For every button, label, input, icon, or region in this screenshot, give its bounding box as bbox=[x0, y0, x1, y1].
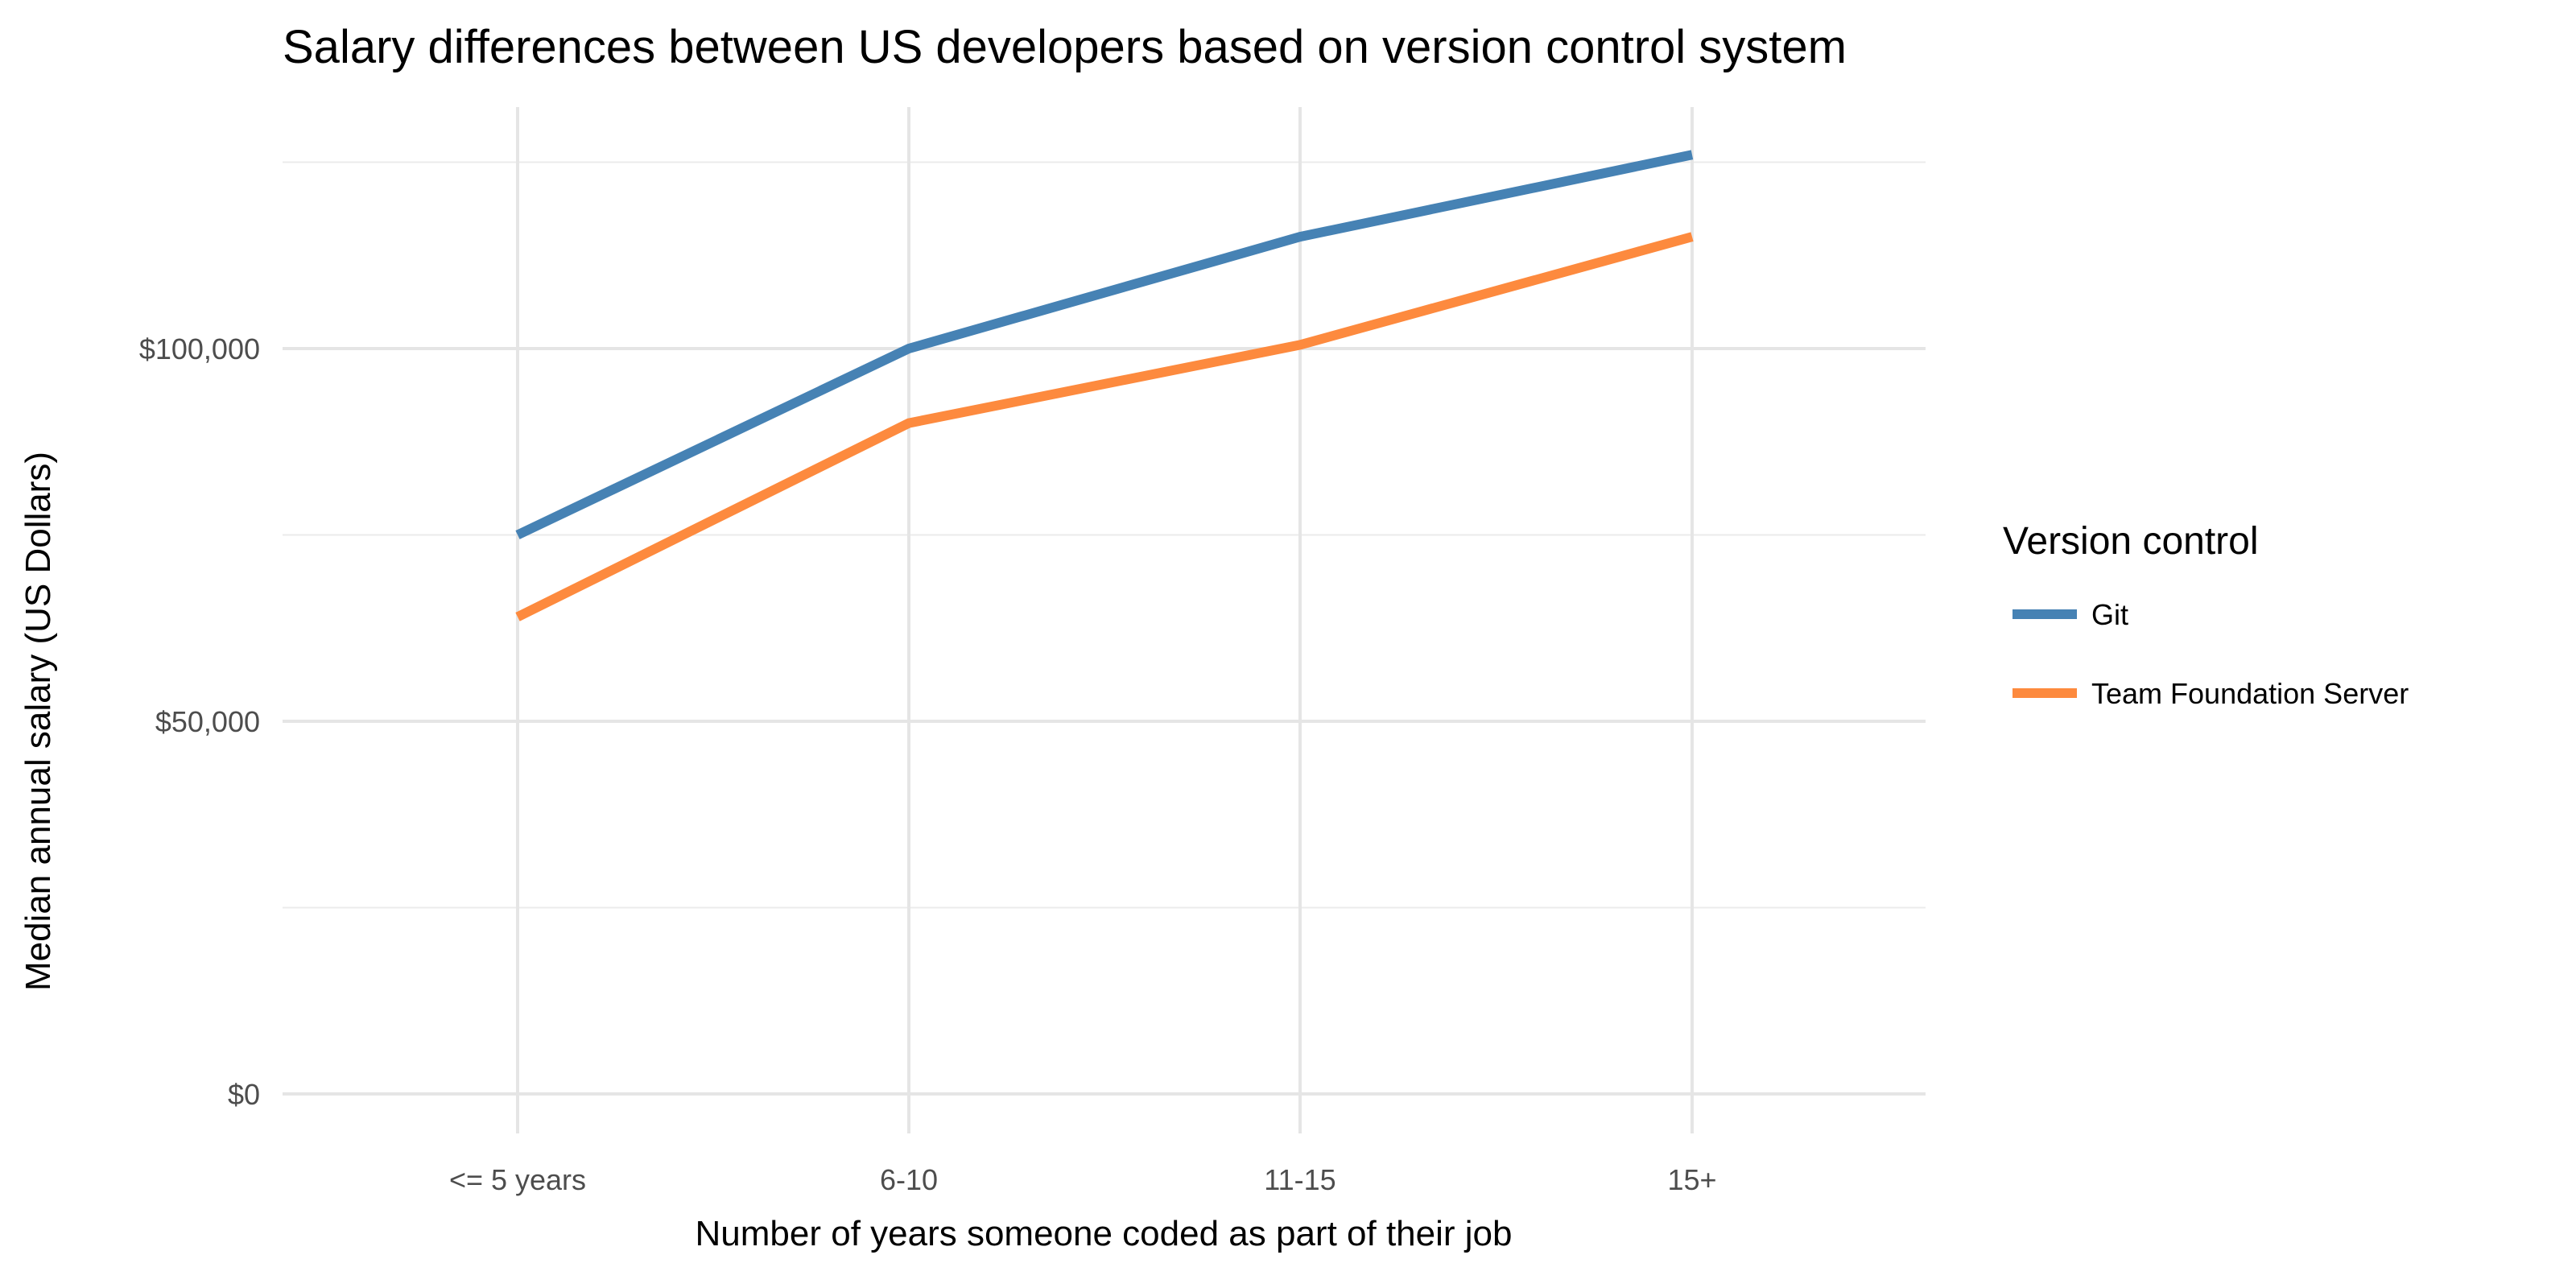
series-lines bbox=[515, 150, 1694, 621]
x-axis-title: Number of years someone coded as part of… bbox=[696, 1214, 1513, 1253]
chart-title: Salary differences between US developers… bbox=[283, 21, 1847, 73]
x-tick-label: 6-10 bbox=[880, 1163, 938, 1196]
legend: Version control Git Team Foundation Serve… bbox=[2003, 520, 2409, 710]
y-axis-title: Median annual salary (US Dollars) bbox=[19, 452, 58, 991]
series-line-team-foundation-server bbox=[515, 232, 1694, 621]
y-axis-ticks: $0 $50,000 $100,000 bbox=[139, 332, 260, 1111]
y-tick-label: $0 bbox=[228, 1078, 260, 1111]
legend-title: Version control bbox=[2003, 520, 2259, 563]
x-tick-label: 15+ bbox=[1667, 1163, 1716, 1196]
x-tick-label: <= 5 years bbox=[449, 1163, 586, 1196]
y-tick-label: $100,000 bbox=[139, 332, 260, 365]
series-line-git bbox=[515, 150, 1694, 539]
x-axis-ticks: <= 5 years 6-10 11-15 15+ bbox=[449, 1163, 1717, 1196]
y-tick-label: $50,000 bbox=[155, 705, 260, 738]
legend-label: Git bbox=[2091, 598, 2128, 631]
legend-label: Team Foundation Server bbox=[2091, 677, 2409, 710]
x-tick-label: 11-15 bbox=[1264, 1163, 1335, 1196]
gridlines bbox=[283, 107, 1926, 1133]
